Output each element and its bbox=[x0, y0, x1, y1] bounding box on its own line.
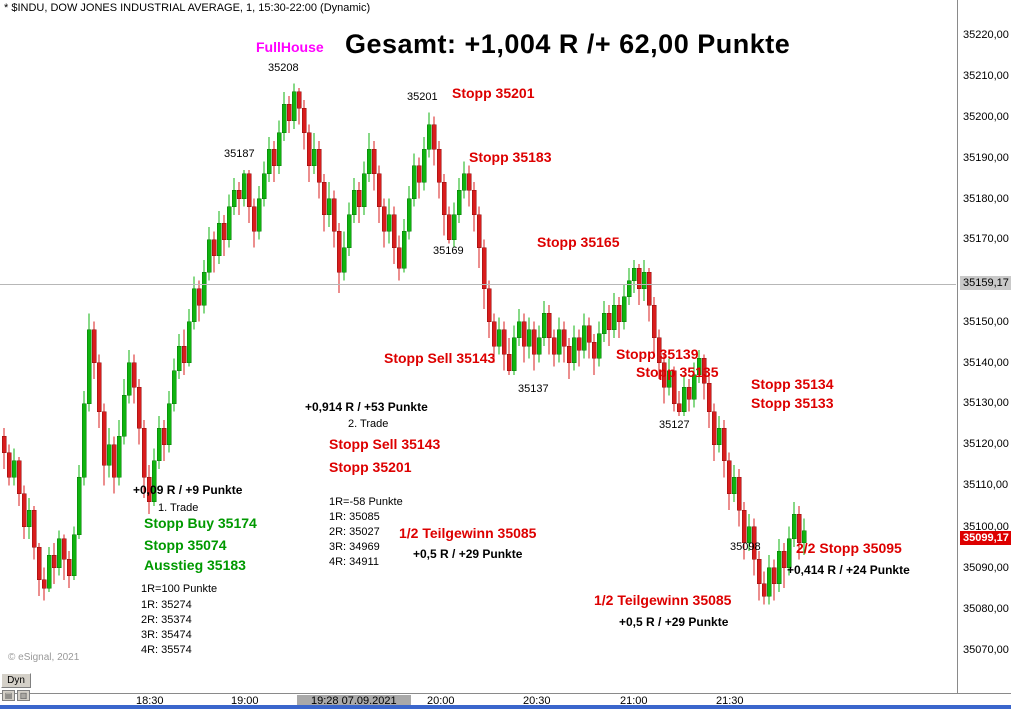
stopp-label: Stopp Sell 35143 bbox=[384, 350, 496, 366]
time-axis-label: 21:00 bbox=[620, 695, 648, 707]
stopp-label: Stopp 35183 bbox=[469, 149, 552, 165]
price-axis-label: 35130,00 bbox=[963, 397, 1009, 409]
r-level-label: 4R: 34911 bbox=[329, 556, 379, 568]
stopp-label: Stopp 35135 bbox=[636, 364, 719, 380]
time-axis-label: 21:30 bbox=[716, 695, 744, 707]
teilgewinn-label: 1/2 Teilgewinn 35085 bbox=[399, 525, 537, 541]
stopp-label: Stopp 35165 bbox=[537, 234, 620, 250]
price-mark: 35201 bbox=[407, 91, 438, 103]
price-axis-label: 35220,00 bbox=[963, 29, 1009, 41]
copyright-label: © eSignal, 2021 bbox=[8, 652, 80, 663]
exit-label: Ausstieg 35183 bbox=[144, 557, 246, 573]
price-chart[interactable]: Gesamt: +1,004 R /+ 62,00 Punkte FullHous… bbox=[0, 0, 956, 693]
price-axis-label: 35070,00 bbox=[963, 644, 1009, 656]
r-level-label: 1R: 35085 bbox=[329, 511, 380, 523]
chart-title: * $INDU, DOW JONES INDUSTRIAL AVERAGE, 1… bbox=[4, 2, 371, 14]
trade-result-label: +0,914 R / +53 Punkte bbox=[305, 400, 428, 414]
r-level-label: 1R: 35274 bbox=[141, 599, 192, 611]
r-level-label: 3R: 35474 bbox=[141, 629, 192, 641]
r-level-label: 4R: 35574 bbox=[141, 644, 192, 656]
r-level-label: 2R: 35027 bbox=[329, 526, 380, 538]
price-mark: 35098 bbox=[730, 541, 761, 553]
price-axis-label: 35150,00 bbox=[963, 316, 1009, 328]
time-axis-label: 19:00 bbox=[231, 695, 259, 707]
price-axis-label: 35100,00 bbox=[963, 521, 1009, 533]
stopp-label: Stopp 35201 bbox=[329, 459, 412, 475]
time-axis[interactable]: 18:30 19:00 19:28 07.09.2021 20:00 20:30 21:0… bbox=[0, 693, 1011, 707]
price-axis-label: 35110,00 bbox=[963, 479, 1009, 491]
stopp-label: Stopp 35133 bbox=[751, 395, 834, 411]
trade-result-label: +0,5 R / +29 Punkte bbox=[619, 615, 729, 629]
r-level-label: 2R: 35374 bbox=[141, 614, 192, 626]
time-axis-label: 20:00 bbox=[427, 695, 455, 707]
price-axis-label: 35090,00 bbox=[963, 562, 1009, 574]
trade-result-label: +0,09 R / +9 Punkte bbox=[133, 483, 243, 497]
stopp-label: Stopp 35134 bbox=[751, 376, 834, 392]
fullhouse-label: FullHouse bbox=[256, 39, 324, 55]
price-axis-label: 35190,00 bbox=[963, 152, 1009, 164]
time-axis-label: 20:30 bbox=[523, 695, 551, 707]
stopp-label: 2/2 Stopp 35095 bbox=[796, 540, 902, 556]
r-level-label: 3R: 34969 bbox=[329, 541, 380, 553]
stopp-label: Stopp 35074 bbox=[144, 537, 227, 553]
last-price-tag: 35099,17 bbox=[960, 531, 1011, 545]
price-axis-label: 35180,00 bbox=[963, 193, 1009, 205]
time-axis-label: 18:30 bbox=[136, 695, 164, 707]
price-mark: 35208 bbox=[268, 62, 299, 74]
stopp-label: Stopp Sell 35143 bbox=[329, 436, 441, 452]
trade-number-label: 1. Trade bbox=[158, 502, 199, 514]
total-result-headline: Gesamt: +1,004 R /+ 62,00 Punkte bbox=[345, 29, 791, 59]
price-mark: 35169 bbox=[433, 245, 464, 257]
price-mark: 35127 bbox=[659, 419, 690, 431]
price-axis-label: 35200,00 bbox=[963, 111, 1009, 123]
trade-number-label: 2. Trade bbox=[348, 418, 389, 430]
r-level-label: 1R=-58 Punkte bbox=[329, 496, 403, 508]
price-axis-label: 35080,00 bbox=[963, 603, 1009, 615]
trade-result-label: +0,414 R / +24 Punkte bbox=[787, 563, 910, 577]
price-axis-label: 35210,00 bbox=[963, 70, 1009, 82]
page-layout-icon[interactable]: ▥ bbox=[17, 690, 30, 701]
r-level-label: 1R=100 Punkte bbox=[141, 583, 218, 595]
price-axis-label: 35170,00 bbox=[963, 233, 1009, 245]
last-price-line bbox=[0, 284, 956, 285]
stopp-label: Stopp Buy 35174 bbox=[144, 515, 257, 531]
time-axis-label-highlighted: 19:28 07.09.2021 bbox=[297, 695, 411, 707]
price-level-tag: 35159,17 bbox=[960, 276, 1011, 290]
teilgewinn-label: 1/2 Teilgewinn 35085 bbox=[594, 592, 732, 608]
bottom-scrollbar[interactable] bbox=[0, 705, 1011, 709]
candlestick-chart bbox=[1, 83, 807, 605]
stopp-label: Stopp 35139 bbox=[616, 346, 699, 362]
price-axis-label: 35140,00 bbox=[963, 357, 1009, 369]
dyn-button[interactable]: Dyn bbox=[1, 673, 31, 688]
price-mark: 35187 bbox=[224, 148, 255, 160]
stopp-label: Stopp 35201 bbox=[452, 85, 535, 101]
price-axis-label: 35120,00 bbox=[963, 438, 1009, 450]
trade-result-label: +0,5 R / +29 Punkte bbox=[413, 547, 523, 561]
price-mark: 35137 bbox=[518, 383, 549, 395]
page-layout-icon[interactable]: ▤ bbox=[2, 690, 15, 701]
price-axis[interactable]: 35220,00 35210,00 35200,00 35190,00 35180,00… bbox=[957, 0, 1011, 693]
